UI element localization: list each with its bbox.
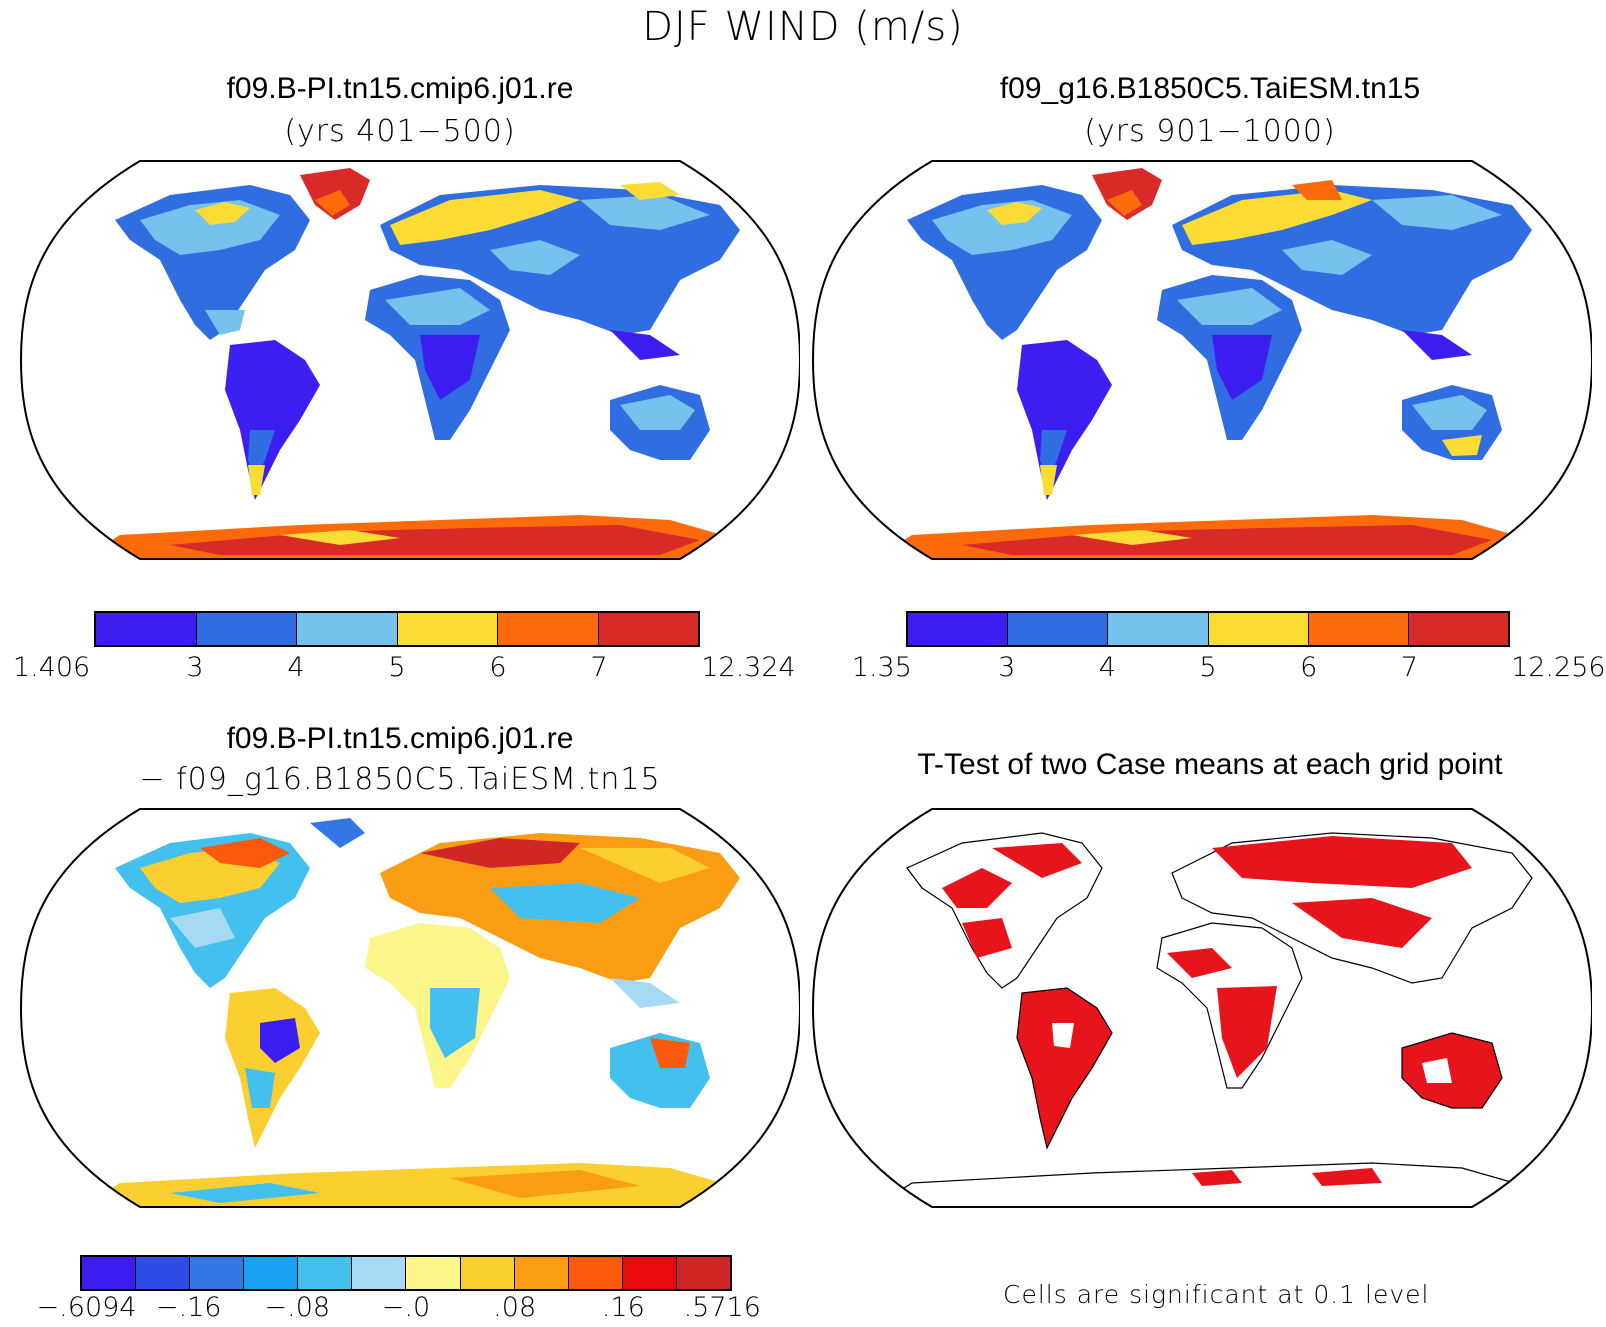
colorbar-cell — [622, 1257, 677, 1289]
colorbar-cell — [1408, 613, 1509, 645]
colorbar-cell — [908, 613, 1009, 645]
colorbar-cell — [598, 613, 698, 645]
colorbar-label: 6 — [1300, 652, 1318, 683]
panel3-subtitle: − f09_g16.B1850C5.TaiESM.tn15 — [139, 762, 661, 797]
significance-fill — [869, 832, 1533, 1207]
colorbar-label: 12.256 — [1511, 652, 1606, 683]
colorbar-label: .08 — [493, 1292, 537, 1323]
colorbar-label: −.6094 — [36, 1292, 137, 1323]
colorbar-cell — [1308, 613, 1409, 645]
colorbar-panel-1 — [94, 611, 700, 647]
colorbar-cell — [136, 1257, 191, 1289]
colorbar-cell — [1008, 613, 1109, 645]
colorbar-cell — [1108, 613, 1209, 645]
significance-footnote: Cells are significant at 0.1 level — [1003, 1280, 1430, 1309]
colorbar-cell — [298, 1257, 353, 1289]
colorbar-label: −.16 — [155, 1292, 222, 1323]
colorbar-label: 5 — [388, 652, 406, 683]
colorbar-cell — [82, 1257, 137, 1289]
colorbar-cell — [676, 1257, 730, 1289]
colorbar-label: .16 — [601, 1292, 645, 1323]
colorbar-label: 1.35 — [851, 652, 912, 683]
colorbar-label: −.08 — [264, 1292, 331, 1323]
colorbar-label: 3 — [998, 652, 1016, 683]
colorbar-label: −.0 — [381, 1292, 431, 1323]
panel2-subtitle: (yrs 901−1000) — [1084, 114, 1336, 149]
colorbar-cell — [96, 613, 197, 645]
panel4-title: T-Test of two Case means at each grid po… — [917, 748, 1503, 781]
land-fill — [80, 168, 740, 559]
colorbar-cell — [397, 613, 498, 645]
panel1-subtitle: (yrs 401−500) — [284, 114, 516, 149]
colorbar-label: 7 — [1400, 652, 1418, 683]
panel3-title: f09.B-PI.tn15.cmip6.j01.re — [226, 722, 574, 755]
colorbar-cell — [460, 1257, 515, 1289]
map-outline — [20, 808, 800, 1208]
colorbar-cell — [190, 1257, 245, 1289]
colorbar-label: 5 — [1199, 652, 1217, 683]
colorbar-label: 4 — [287, 652, 305, 683]
map-outline — [20, 160, 800, 560]
colorbar-label: 1.406 — [12, 652, 91, 683]
figure-title: DJF WIND (m/s) — [642, 4, 964, 50]
panel1-title: f09.B-PI.tn15.cmip6.j01.re — [226, 72, 574, 105]
map-panel-1 — [20, 160, 800, 560]
colorbar-label: .5716 — [683, 1292, 761, 1323]
map-outline — [812, 160, 1592, 560]
colorbar-label: 4 — [1098, 652, 1116, 683]
colorbar-label: 7 — [590, 652, 608, 683]
colorbar-cell — [297, 613, 398, 645]
colorbar-panel-3 — [80, 1255, 732, 1291]
colorbar-cell — [498, 613, 599, 645]
map-panel-3 — [20, 808, 800, 1208]
colorbar-label: 12.324 — [701, 652, 796, 683]
panel2-title: f09_g16.B1850C5.TaiESM.tn15 — [999, 72, 1421, 105]
colorbar-cell — [568, 1257, 623, 1289]
map-panel-4 — [812, 808, 1592, 1208]
colorbar-label: 3 — [186, 652, 204, 683]
colorbar-cell — [196, 613, 297, 645]
colorbar-cell — [406, 1257, 461, 1289]
colorbar-label: 6 — [489, 652, 507, 683]
colorbar-cell — [352, 1257, 407, 1289]
map-panel-2 — [812, 160, 1592, 560]
colorbar-panel-2 — [906, 611, 1510, 647]
map-outline — [812, 808, 1592, 1208]
colorbar-cell — [1208, 613, 1309, 645]
colorbar-cell — [514, 1257, 569, 1289]
land-fill — [80, 818, 740, 1207]
colorbar-cell — [244, 1257, 299, 1289]
land-fill — [872, 168, 1532, 559]
